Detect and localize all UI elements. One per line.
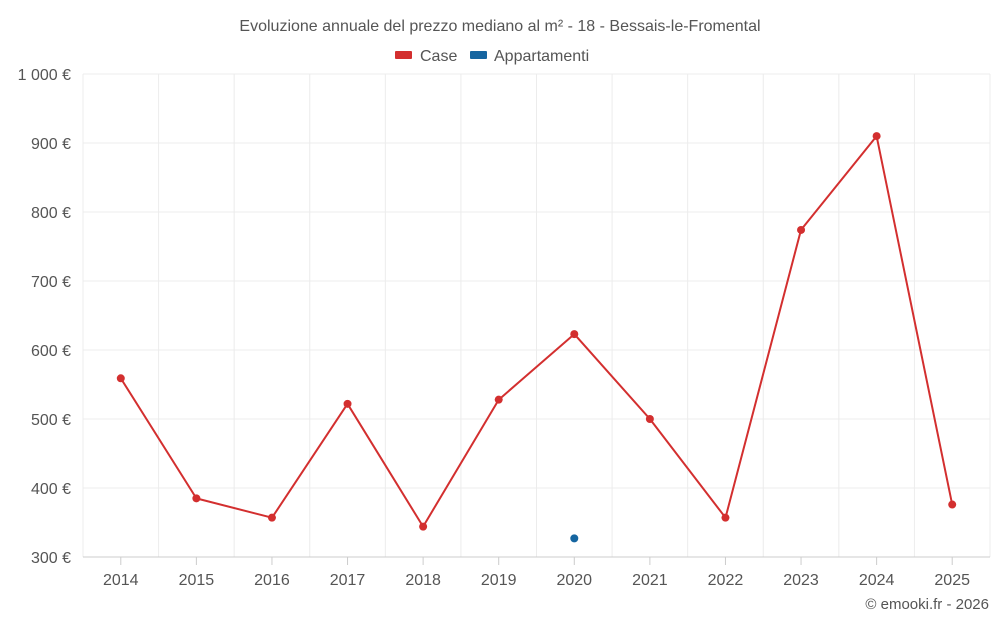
axes: 300 € 400 € 500 € 600 € 700 € 800 € 900 € 1 000…: [18, 67, 990, 589]
x-tick-label: 2014: [103, 572, 139, 589]
legend: Case Appartamenti: [395, 48, 589, 65]
x-tick-label: 2021: [632, 572, 668, 589]
data-point-case-2018[interactable]: [419, 522, 428, 531]
x-tick-label: 2016: [254, 572, 290, 589]
series-line-case: [119, 135, 954, 528]
data-point-case-2015[interactable]: [192, 494, 201, 503]
data-point-appartamenti-2020[interactable]: [570, 534, 579, 543]
data-point-case-2017[interactable]: [343, 399, 352, 408]
data-point-case-2016[interactable]: [267, 513, 276, 522]
x-tick-label: 2019: [481, 572, 517, 589]
x-tick-label: 2023: [783, 572, 819, 589]
data-point-case-2020[interactable]: [570, 330, 579, 339]
data-point-case-2022[interactable]: [721, 513, 730, 522]
y-tick-label: 700 €: [31, 274, 71, 291]
y-tick-label: 800 €: [31, 205, 71, 222]
legend-swatch-appartamenti: [470, 51, 487, 59]
x-tick-label: 2020: [556, 572, 592, 589]
x-tick-label: 2017: [330, 572, 366, 589]
data-point-case-2019[interactable]: [494, 395, 503, 404]
x-tick-label: 2025: [934, 572, 970, 589]
legend-item-appartamenti[interactable]: Appartamenti: [470, 48, 589, 65]
x-tick-label: 2024: [859, 572, 895, 589]
grid: [82, 73, 991, 557]
y-tick-label: 900 €: [31, 136, 71, 153]
legend-label-appartamenti: Appartamenti: [494, 48, 589, 65]
series-layer: [116, 132, 957, 543]
y-tick-label: 300 €: [31, 550, 71, 567]
data-point-case-2025[interactable]: [948, 500, 957, 509]
y-tick-label: 400 €: [31, 481, 71, 498]
legend-item-case[interactable]: Case: [395, 48, 457, 65]
y-tick-label: 500 €: [31, 412, 71, 429]
x-tick-label: 2018: [405, 572, 441, 589]
y-tick-label: 1 000 €: [18, 67, 71, 84]
x-tick-label: 2015: [179, 572, 215, 589]
data-point-case-2024[interactable]: [872, 132, 881, 141]
chart-title: Evoluzione annuale del prezzo mediano al…: [239, 18, 760, 35]
data-point-case-2014[interactable]: [116, 374, 125, 383]
credit-text: © emooki.fr - 2026: [865, 596, 989, 613]
y-tick-label: 600 €: [31, 343, 71, 360]
data-point-case-2021[interactable]: [645, 415, 654, 423]
x-tick-label: 2022: [708, 572, 744, 589]
legend-label-case: Case: [420, 48, 457, 65]
data-point-case-2023[interactable]: [797, 225, 806, 234]
legend-swatch-case: [395, 51, 412, 59]
